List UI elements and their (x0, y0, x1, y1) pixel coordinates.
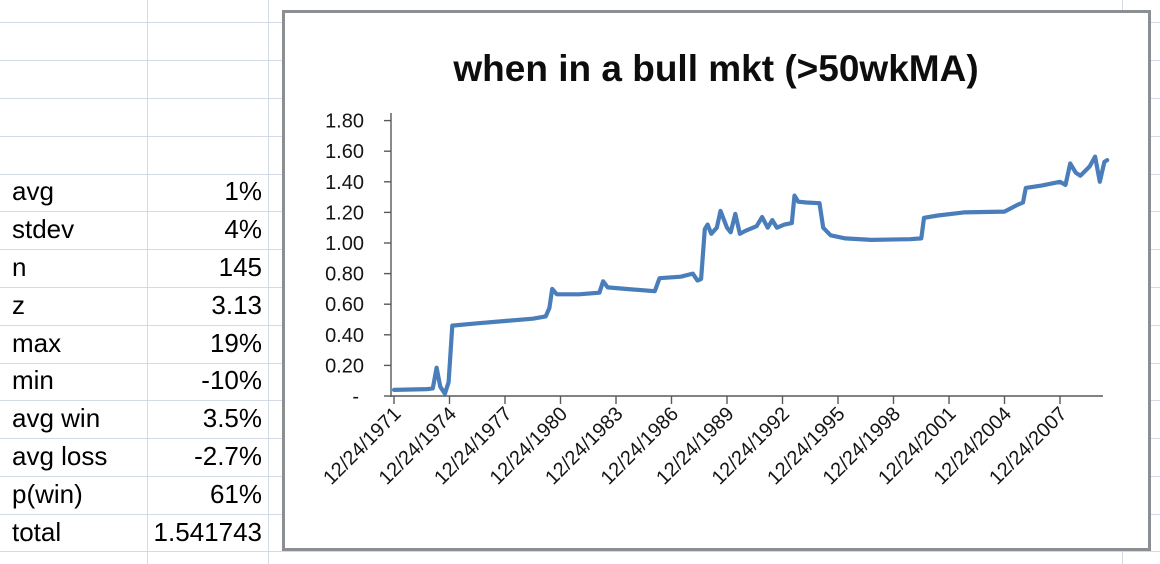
table-row[interactable]: avg loss -2.7% (0, 438, 268, 476)
stat-value[interactable]: -10% (201, 365, 262, 395)
y-axis-label: 1.60 (325, 141, 364, 163)
stat-value[interactable]: 1.541743 (153, 517, 262, 547)
y-axis-label: 1.40 (325, 172, 364, 194)
chart-frame[interactable]: when in a bull mkt (>50wkMA) 1.80 1.60 1.4… (282, 10, 1151, 551)
table-row[interactable]: p(win) 61% (0, 476, 268, 514)
stat-label[interactable]: z (12, 290, 25, 320)
y-axis-label: 1.80 (325, 111, 364, 133)
stat-value[interactable]: 145 (218, 252, 262, 282)
y-axis-label: - (352, 386, 359, 408)
table-row[interactable]: stdev 4% (0, 211, 268, 249)
stat-value[interactable]: 3.13 (211, 290, 262, 320)
stat-label[interactable]: max (12, 328, 62, 358)
table-row[interactable]: min -10% (0, 362, 268, 400)
table-row[interactable]: total 1.541743 (0, 514, 268, 552)
y-axis-label: 0.60 (325, 294, 364, 316)
stat-label[interactable]: avg loss (12, 441, 108, 471)
chart-series (391, 154, 1110, 396)
stat-label[interactable]: total (12, 517, 62, 547)
chart-axes: 1.801.601.401.201.000.800.600.400.20-12/… (319, 111, 1103, 489)
series-line (391, 154, 1110, 396)
table-row[interactable]: avg win 3.5% (0, 400, 268, 438)
stat-label[interactable]: p(win) (12, 479, 83, 509)
stat-value[interactable]: 61% (209, 479, 262, 509)
table-row[interactable]: z 3.13 (0, 287, 268, 325)
y-axis-label: 0.40 (325, 325, 364, 347)
y-axis-label: 0.80 (325, 264, 364, 286)
stat-label[interactable]: n (12, 252, 27, 282)
y-axis-label: 1.00 (325, 233, 364, 255)
sheet-gridline-col (268, 0, 269, 564)
stat-value[interactable]: 19% (209, 328, 262, 358)
sheet-gridline-col (147, 0, 148, 564)
table-row[interactable]: max 19% (0, 325, 268, 363)
stat-label[interactable]: avg (12, 176, 54, 206)
stat-value[interactable]: 1% (224, 176, 262, 206)
stat-value[interactable]: -2.7% (194, 441, 262, 471)
line-chart: when in a bull mkt (>50wkMA) 1.80 1.60 1.4… (319, 48, 1110, 489)
stat-value[interactable]: 3.5% (202, 403, 262, 433)
stat-label[interactable]: avg win (12, 403, 101, 433)
table-row[interactable]: avg 1% (0, 173, 268, 211)
y-axis-label: 0.20 (325, 355, 364, 377)
stat-value[interactable]: 4% (224, 214, 262, 244)
stat-label[interactable]: min (12, 365, 54, 395)
y-axis-label: 1.20 (325, 202, 364, 224)
stat-label[interactable]: stdev (12, 214, 75, 244)
table-row[interactable]: n 145 (0, 249, 268, 287)
sheet-gridline-row (0, 551, 1160, 552)
chart-title: when in a bull mkt (>50wkMA) (452, 48, 978, 89)
